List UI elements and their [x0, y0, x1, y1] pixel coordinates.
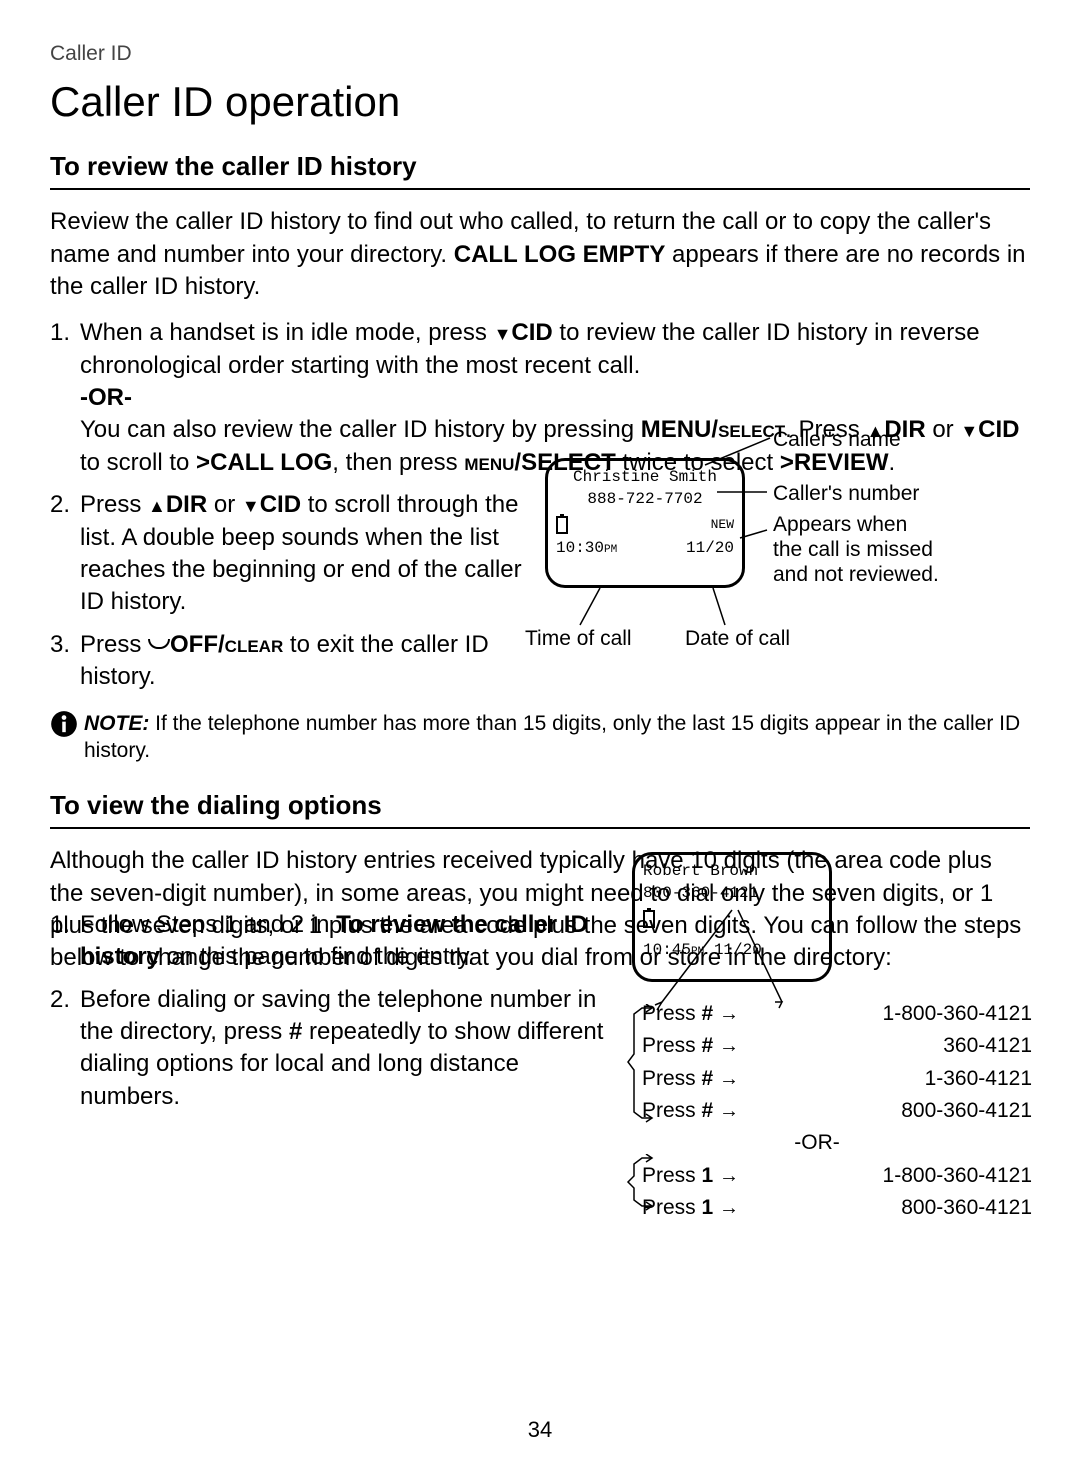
opt-row: Press # 800-360-4121	[642, 1097, 1032, 1125]
opt-row: Press 1 1-800-360-4121	[642, 1162, 1032, 1190]
arrow-icon	[719, 1099, 739, 1122]
dialing-options: Press # 1-800-360-4121 Press # 360-4121 …	[642, 1000, 1032, 1226]
label-date-of-call: Date of call	[685, 625, 790, 653]
step-2-2: 2. Before dialing or saving the telephon…	[50, 984, 610, 1114]
breadcrumb: Caller ID	[50, 40, 1030, 68]
info-icon	[50, 710, 78, 738]
lcd-diagram-1: Christine Smith 888-722-7702 NEW 10:30PM…	[545, 430, 1035, 650]
opt-row: Press # 1-800-360-4121	[642, 1000, 1032, 1028]
lcd-diagram-2: Robert Brown 800-360-4121 10:45PM 11/20 …	[612, 852, 1042, 1232]
down-icon	[242, 491, 260, 518]
bracket-hash	[624, 1004, 654, 1124]
or-separator: -OR-	[602, 1129, 1032, 1157]
step-2: 2. Press DIR or CID to scroll through th…	[50, 489, 540, 619]
opt-row: Press # 360-4121	[642, 1032, 1032, 1060]
off-icon	[148, 639, 170, 649]
leader-lines-2	[622, 852, 862, 1022]
step-3: 3. Press OFF/clear to exit the caller ID…	[50, 629, 540, 694]
label-caller-number: Caller's number	[773, 480, 919, 508]
opt-row: Press 1 800-360-4121	[642, 1194, 1032, 1222]
down-icon	[494, 319, 512, 346]
label-caller-name: Caller's name	[773, 426, 901, 454]
page-title: Caller ID operation	[50, 74, 1030, 131]
arrow-icon	[719, 1164, 739, 1187]
arrow-icon	[719, 1002, 739, 1025]
step-2-1: 1. Follow Steps 1 and 2 in To review the…	[50, 909, 610, 974]
arrow-icon	[719, 1067, 739, 1090]
page-number: 34	[528, 1415, 552, 1445]
steps-list-2: 1. Follow Steps 1 and 2 in To review the…	[50, 909, 610, 1113]
rule	[50, 827, 1030, 829]
intro-paragraph: Review the caller ID history to find out…	[50, 206, 1030, 303]
section-heading-dialing: To view the dialing options	[50, 788, 1030, 823]
rule	[50, 188, 1030, 190]
label-new: Appears whenthe call is missedand not re…	[773, 512, 939, 588]
label-time-of-call: Time of call	[525, 625, 632, 653]
arrow-icon	[719, 1196, 739, 1219]
section-heading-review: To review the caller ID history	[50, 149, 1030, 184]
arrow-icon	[719, 1034, 739, 1057]
up-icon	[148, 491, 166, 518]
bracket-one	[624, 1154, 654, 1214]
note: NOTE: If the telephone number has more t…	[50, 710, 1030, 765]
opt-row: Press # 1-360-4121	[642, 1065, 1032, 1093]
